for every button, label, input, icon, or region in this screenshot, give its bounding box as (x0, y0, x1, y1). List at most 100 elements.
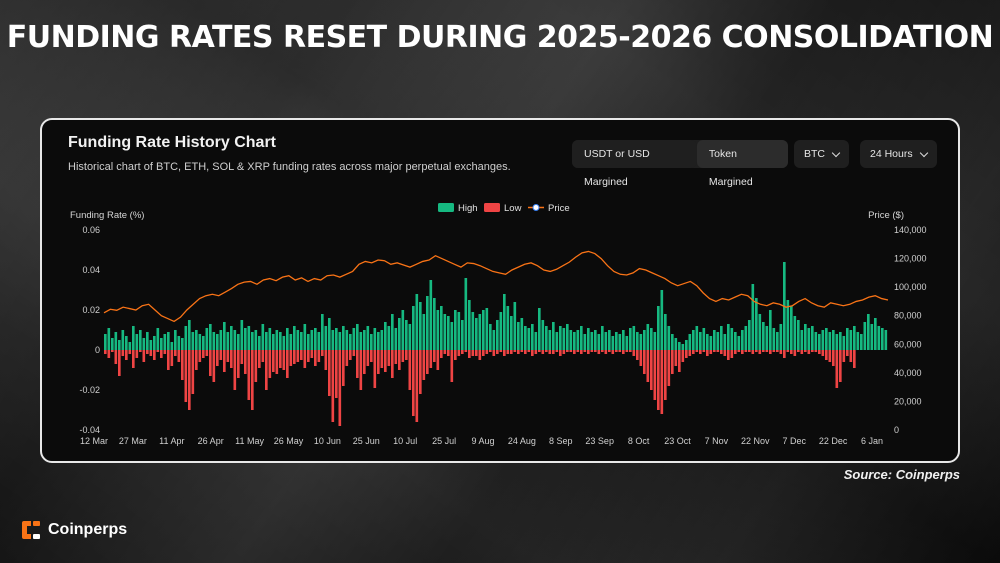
high-bar (814, 332, 818, 350)
high-bar (604, 332, 608, 350)
low-bar (671, 350, 674, 374)
high-bar (356, 324, 359, 350)
high-bar (419, 302, 422, 350)
card-subtitle: Historical chart of BTC, ETH, SOL & XRP … (68, 161, 511, 173)
high-bar (433, 298, 436, 350)
low-bar (114, 350, 118, 364)
usdt-margined-button[interactable]: USDT or USD Margined (572, 140, 697, 188)
high-bar (303, 324, 307, 350)
low-bar (352, 350, 356, 356)
low-bar (615, 350, 618, 352)
high-bar (695, 326, 699, 350)
x-tick-label: 11 Apr (159, 436, 184, 446)
low-bar (587, 350, 590, 354)
high-bar (580, 326, 583, 350)
low-bar (349, 350, 352, 360)
low-bar (275, 350, 279, 374)
low-bar (149, 350, 153, 356)
high-bar (702, 328, 706, 350)
low-bar (429, 350, 433, 368)
high-bar (366, 326, 370, 350)
high-bar (198, 334, 202, 350)
low-bar (282, 350, 286, 370)
symbol-select[interactable]: BTC (794, 140, 849, 168)
high-bar (681, 344, 685, 350)
token-margined-button[interactable]: Token Margined (696, 140, 788, 188)
low-bar (188, 350, 191, 410)
high-bar (132, 326, 135, 350)
high-bar (597, 334, 601, 350)
high-bar (758, 314, 762, 350)
low-bar (608, 350, 611, 352)
low-bar (419, 350, 422, 394)
low-bar (604, 350, 608, 354)
high-bar (723, 334, 727, 350)
low-bar (646, 350, 650, 382)
high-bar (706, 334, 709, 350)
high-bar (489, 324, 492, 350)
y2-tick-label: 20,000 (894, 396, 922, 406)
high-bar (170, 342, 174, 350)
low-bar (758, 350, 762, 354)
low-bar (660, 350, 664, 414)
low-bar (625, 350, 629, 352)
high-bar (233, 330, 237, 350)
low-bar (510, 350, 513, 354)
high-bar (401, 310, 405, 350)
low-bar (664, 350, 667, 400)
low-bar (804, 350, 807, 352)
low-bar (590, 350, 594, 352)
low-bar (314, 350, 317, 366)
low-bar (797, 350, 800, 352)
high-bar (853, 326, 856, 350)
high-bar (625, 336, 629, 350)
low-bar (163, 350, 167, 354)
low-bar (594, 350, 597, 352)
low-bar (181, 350, 184, 380)
high-bar (380, 330, 384, 350)
y2-tick-label: 40,000 (894, 368, 922, 378)
low-bar (212, 350, 216, 382)
high-bar (181, 338, 184, 350)
x-tick-label: 25 Jun (353, 436, 380, 446)
low-bar (751, 350, 755, 354)
high-bar (615, 332, 618, 350)
low-bar (160, 350, 163, 358)
high-bar (786, 300, 790, 350)
high-bar (188, 320, 191, 350)
y-tick-label: -0.02 (79, 385, 100, 395)
high-bar (471, 312, 475, 350)
low-bar (153, 350, 156, 360)
low-bars (104, 350, 856, 426)
low-bar (545, 350, 548, 352)
y-tick-label: 0.06 (82, 225, 100, 235)
low-bar (835, 350, 839, 388)
low-bar (541, 350, 545, 354)
low-bar (216, 350, 219, 366)
x-axis-ticks: 12 Mar 27 Mar 11 Apr 26 Apr 11 May 26 May 10 J… (80, 436, 883, 446)
low-bar (531, 350, 534, 356)
high-bar (272, 334, 275, 350)
low-bar (433, 350, 436, 362)
low-bar (489, 350, 492, 352)
high-bar (583, 334, 587, 350)
low-bar (769, 350, 772, 354)
low-bar (622, 350, 625, 354)
low-bar (485, 350, 489, 354)
low-bar (580, 350, 583, 354)
brand-name: Coinperps (48, 521, 128, 538)
y-tick-label: 0.04 (82, 265, 100, 275)
high-bar (184, 326, 188, 350)
y-tick-label: 0 (95, 345, 100, 355)
funding-rate-chart: High Low Price Funding Rate (%) Price ($) … (70, 203, 927, 446)
low-bar (363, 350, 366, 374)
high-bar (839, 332, 842, 350)
high-bar (527, 328, 531, 350)
interval-select[interactable]: 24 Hours (860, 140, 937, 168)
low-bar (562, 350, 566, 354)
high-bar (562, 328, 566, 350)
high-bar (195, 330, 198, 350)
low-bar (177, 350, 181, 362)
high-bar (842, 336, 846, 350)
low-bar (198, 350, 202, 362)
